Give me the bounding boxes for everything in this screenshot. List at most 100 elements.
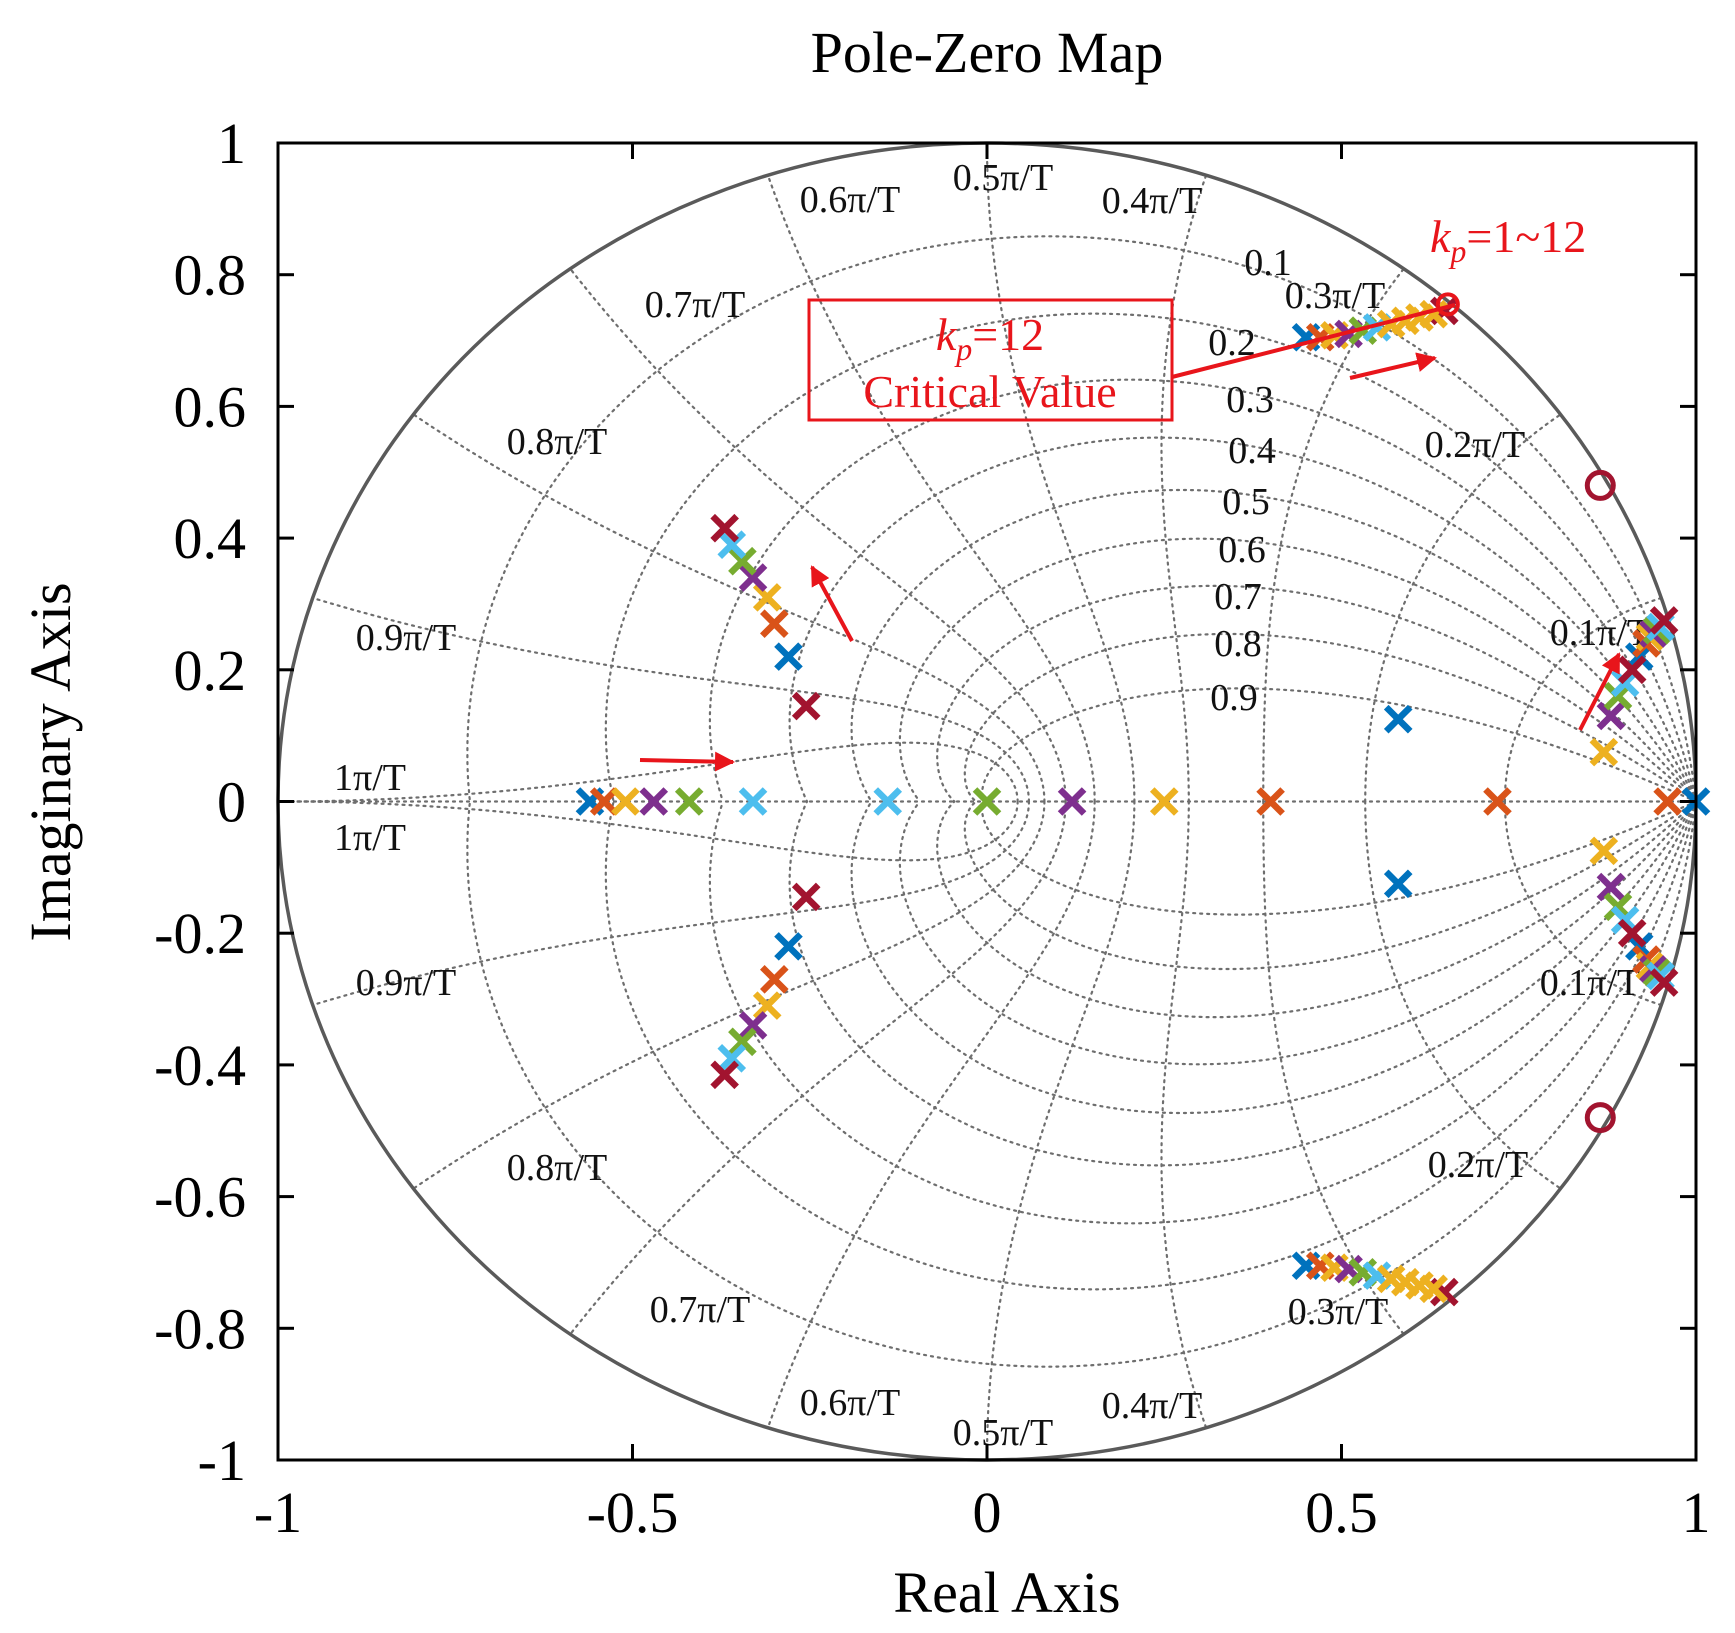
y-tick-label-3: 0.4 xyxy=(174,506,247,571)
y-tick-label-7: -0.4 xyxy=(154,1033,246,1098)
damping-curve-0.3-lower xyxy=(708,800,1696,1225)
damping-curve-0.5-lower xyxy=(850,800,1696,1115)
critical-pole-ring xyxy=(1435,292,1460,317)
y-tick-label-5: 0 xyxy=(217,770,246,835)
frequency-label-lower-2: 0.2π/T xyxy=(1428,1144,1528,1186)
frequency-label-lower-4: 0.4π/T xyxy=(1102,1385,1202,1427)
pole-marker xyxy=(717,530,747,559)
pole-marker xyxy=(1383,869,1413,899)
pole-marker xyxy=(774,932,803,961)
damping-label-0.1: 0.1 xyxy=(1244,242,1292,284)
frequency-label-lower-10: 1π/T xyxy=(334,817,406,859)
y-tick-label-6: -0.2 xyxy=(154,901,246,966)
arrow-left-upper xyxy=(810,565,854,642)
pole-marker xyxy=(728,1027,757,1057)
frequency-label-lower-1: 0.1π/T xyxy=(1540,962,1640,1004)
critical-kp-label: kp=12 xyxy=(936,309,1044,367)
pole-marker xyxy=(791,882,821,912)
zeros xyxy=(1435,292,1616,1134)
arrow-right-pair xyxy=(1578,652,1621,731)
y-tick-label-9: -0.8 xyxy=(154,1296,246,1361)
frequency-curve-1-lower xyxy=(1503,800,1663,1007)
frequency-curve-1-upper xyxy=(1503,596,1663,803)
pole-series-k7-11 xyxy=(1376,299,1448,1304)
zgrid xyxy=(278,143,1696,1460)
pole-marker xyxy=(1419,1274,1448,1304)
poles xyxy=(575,296,1711,1307)
frequency-label-upper-2: 0.2π/T xyxy=(1425,424,1525,466)
pole-marker xyxy=(1256,787,1285,816)
pole-marker xyxy=(791,691,821,721)
x-tick-label-3: 0.5 xyxy=(1305,1480,1378,1545)
frequency-label-lower-3: 0.3π/T xyxy=(1288,1291,1388,1333)
pole-marker xyxy=(589,787,619,816)
pole-marker xyxy=(1589,836,1619,866)
frequency-label-upper-9: 0.9π/T xyxy=(356,617,456,659)
critical-pointer-line xyxy=(1171,303,1456,379)
damping-curve-0.9-lower xyxy=(981,800,1696,916)
damping-label-0.8: 0.8 xyxy=(1214,623,1262,665)
pole-marker xyxy=(1617,655,1647,685)
zgrid-labels: 0.10.20.30.40.50.60.70.80.90.1π/T0.1π/T0… xyxy=(334,157,1650,1454)
damping-curve-0.4-lower xyxy=(788,800,1696,1167)
y-tick-label-8: -0.6 xyxy=(154,1165,246,1230)
damping-curve-0.9-upper xyxy=(981,687,1696,803)
frequency-label-lower-8: 0.8π/T xyxy=(507,1147,607,1189)
damping-curve-0.1-lower xyxy=(466,800,1696,1368)
damping-label-0.3: 0.3 xyxy=(1226,379,1274,421)
frequency-label-upper-7: 0.7π/T xyxy=(645,284,745,326)
frequency-label-lower-6: 0.6π/T xyxy=(800,1382,900,1424)
pole-marker xyxy=(760,964,789,994)
critical-kp-k: k xyxy=(936,309,958,360)
damping-curve-0.3-upper xyxy=(708,378,1696,803)
frequency-curve-7-lower xyxy=(569,800,1067,1336)
damping-curve-0.8-lower xyxy=(963,800,1696,971)
frequency-curve-9-lower xyxy=(311,800,1030,1007)
damping-curve-0.6-lower xyxy=(898,800,1696,1066)
critical-value-label: Critical Value xyxy=(863,366,1116,417)
frequency-label-upper-4: 0.4π/T xyxy=(1102,180,1202,222)
pole-marker xyxy=(639,787,669,816)
frequency-curve-4-upper xyxy=(1160,174,1208,803)
y-tick-label-0: 1 xyxy=(217,111,246,176)
damping-label-0.4: 0.4 xyxy=(1228,430,1276,472)
pole-marker xyxy=(774,642,803,671)
x-axis-label: Real Axis xyxy=(893,1560,1120,1625)
frequency-curve-7-upper xyxy=(569,267,1067,803)
annotations: kp=1~12 kp=12 Critical Value xyxy=(639,211,1621,772)
pole-marker xyxy=(738,1011,768,1040)
pole-marker xyxy=(873,787,903,816)
frequency-curve-6-lower xyxy=(766,800,1096,1429)
pole-marker xyxy=(1057,787,1087,816)
pole-marker xyxy=(728,546,757,576)
frequency-curve-10-lower xyxy=(278,800,1019,862)
frequency-label-upper-5: 0.5π/T xyxy=(953,157,1053,199)
damping-curve-0.2-upper xyxy=(604,312,1696,803)
damping-label-0.6: 0.6 xyxy=(1218,529,1266,571)
pole-marker xyxy=(1149,787,1179,816)
kp-range-k: k xyxy=(1430,211,1452,262)
frequency-curve-4-lower xyxy=(1160,800,1208,1429)
damping-curve-0.4-upper xyxy=(788,436,1696,803)
pole-marker xyxy=(1483,787,1512,816)
pole-marker xyxy=(1617,918,1647,948)
frequency-curve-8-lower xyxy=(412,800,1046,1190)
y-tick-label-4: 0.2 xyxy=(174,638,247,703)
pole-marker xyxy=(710,1060,739,1090)
pole-marker xyxy=(1596,872,1626,902)
pole-marker xyxy=(710,513,739,543)
frequency-label-upper-6: 0.6π/T xyxy=(800,179,900,221)
damping-label-0.9: 0.9 xyxy=(1210,677,1258,719)
pole-marker xyxy=(1649,606,1679,635)
frequency-label-upper-10: 1π/T xyxy=(334,757,406,799)
pole-marker xyxy=(674,787,704,816)
frequency-curve-5-lower xyxy=(985,800,1136,1460)
critical-value-box xyxy=(807,298,1174,422)
y-tick-label-10: -1 xyxy=(198,1428,246,1493)
x-tick-label-2: 0 xyxy=(973,1480,1002,1545)
pole-marker xyxy=(752,991,782,1020)
damping-label-0.5: 0.5 xyxy=(1222,481,1270,523)
y-axis-label: Imaginary Axis xyxy=(18,582,83,941)
damping-curve-0.7-upper xyxy=(936,584,1696,803)
frequency-label-lower-9: 0.9π/T xyxy=(356,962,456,1004)
